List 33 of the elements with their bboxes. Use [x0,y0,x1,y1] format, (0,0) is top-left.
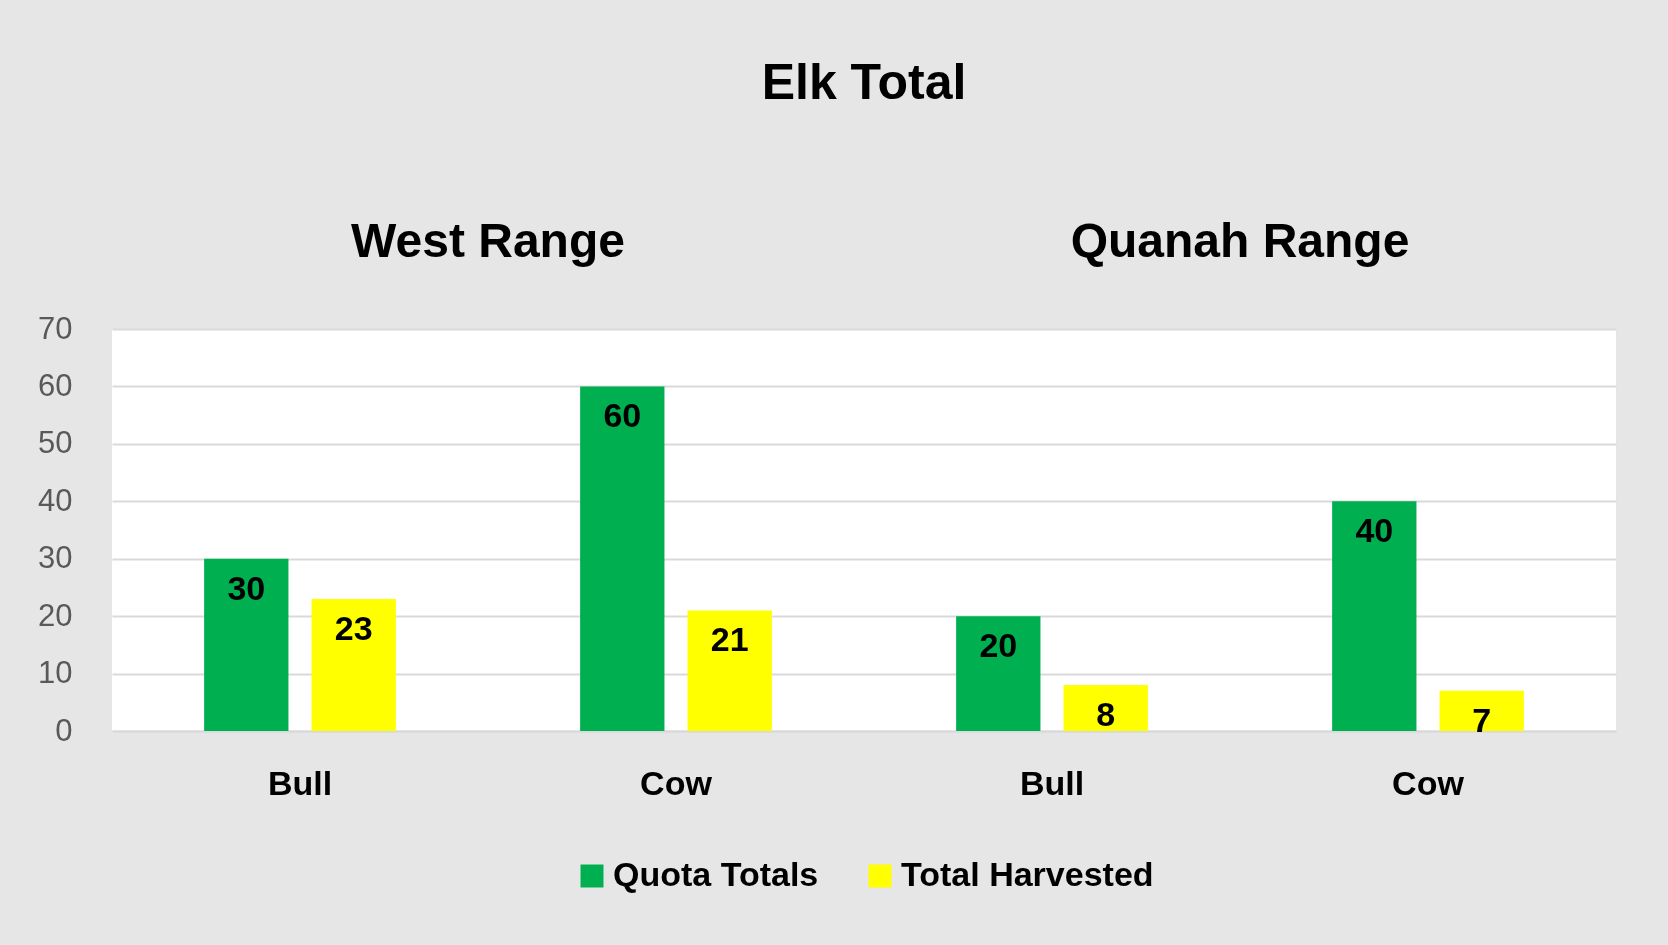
bar [1063,685,1148,731]
y-tick-label: 50 [38,425,73,461]
y-tick-label: 10 [38,655,73,691]
y-tick-label: 20 [38,597,73,633]
bar [1439,690,1524,731]
x-tick-label: Bull [1019,763,1085,802]
data-label: 60 [603,396,642,435]
legend-label: Quota Totals [613,855,819,893]
legend-label: Total Harvested [901,855,1154,893]
bar [687,610,772,731]
data-label: 30 [227,568,266,607]
data-label: 8 [1096,695,1116,734]
bar [956,616,1041,731]
data-label: 21 [710,620,749,659]
text: Quanah Range [1070,214,1410,267]
chart-title: Elk Total [761,54,967,110]
data-label: 20 [979,626,1018,665]
data-label: 40 [1355,511,1394,550]
x-tick-label: Cow [640,763,713,802]
text: West Range [351,214,625,267]
y-tick-label: 40 [38,482,73,518]
bar [1332,501,1417,731]
x-tick-label: Cow [1392,763,1465,802]
y-tick-label: 30 [38,540,73,576]
y-tick-label: 70 [38,310,73,346]
y-tick-label: 60 [38,367,73,403]
bar [204,558,289,731]
bar [311,598,396,731]
data-label: 23 [334,608,373,647]
bar [580,386,665,731]
y-tick-label: 0 [55,712,73,748]
x-tick-label: Bull [267,763,333,802]
data-label: 7 [1472,700,1492,739]
